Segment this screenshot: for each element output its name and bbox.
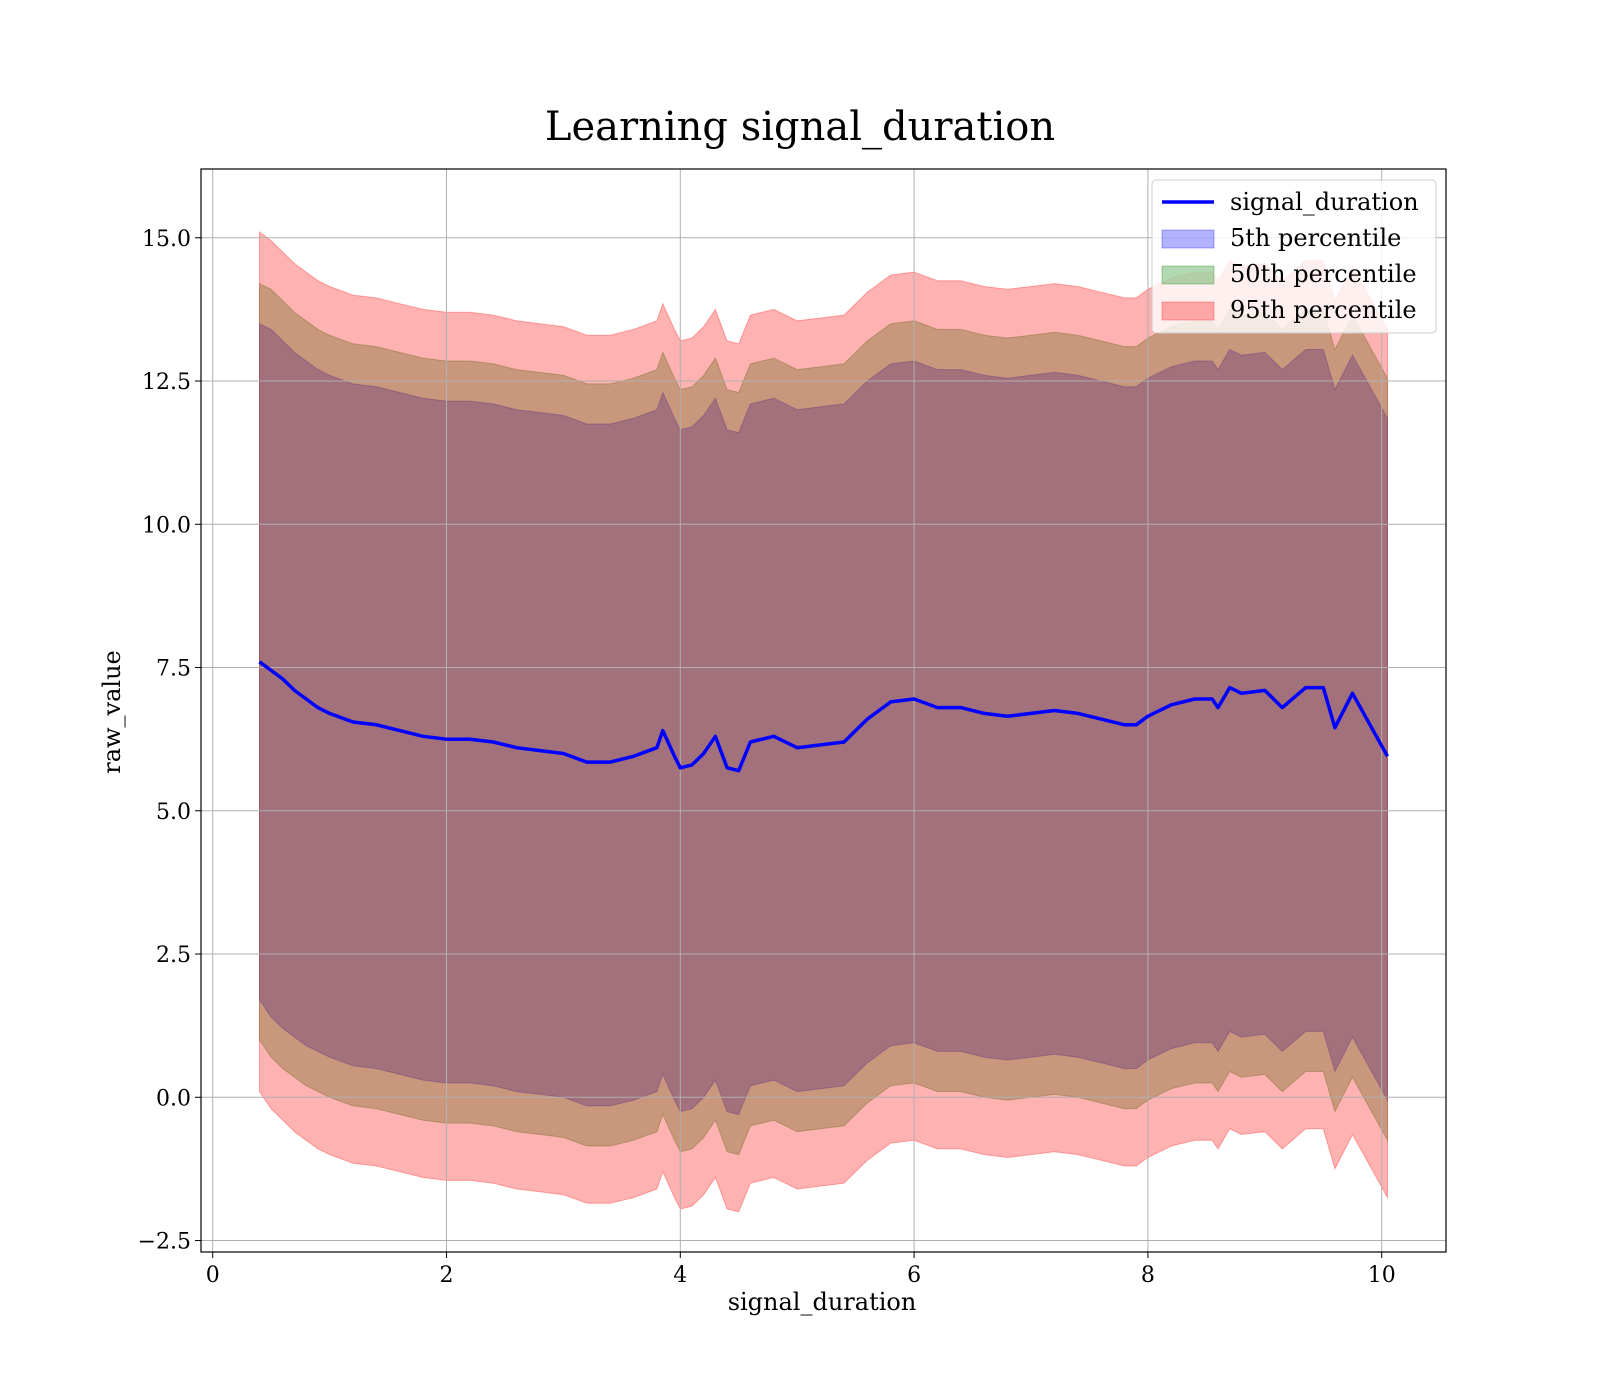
y-tick-label: 0.0 — [156, 1086, 191, 1111]
legend-label: 95th percentile — [1230, 296, 1417, 324]
y-tick-label: −2.5 — [138, 1230, 191, 1255]
x-tick-label: 10 — [1368, 1263, 1396, 1288]
legend-label: 5th percentile — [1230, 224, 1401, 252]
legend-swatch — [1161, 265, 1215, 285]
x-tick-label: 6 — [907, 1263, 921, 1288]
y-tick-label: 12.5 — [142, 370, 191, 395]
legend-box — [1151, 179, 1437, 334]
y-tick-label: 5.0 — [156, 800, 191, 825]
y-axis-ticks: −2.5 0.0 2.5 5.0 7.5 10.0 12.5 15.0 — [138, 227, 201, 1255]
legend-label: signal_duration — [1230, 188, 1419, 216]
x-axis-ticks: 0 2 4 6 8 10 — [206, 1252, 1396, 1288]
percentile-bands — [259, 231, 1388, 1213]
legend-label: 50th percentile — [1230, 260, 1417, 288]
legend-swatch — [1161, 301, 1215, 321]
x-tick-label: 2 — [439, 1263, 453, 1288]
x-axis-label: signal_duration — [728, 1288, 917, 1316]
x-tick-label: 4 — [673, 1263, 687, 1288]
y-tick-label: 15.0 — [142, 227, 191, 252]
series-lines — [258, 660, 1390, 773]
band-50th-percentile — [259, 282, 1388, 1156]
x-tick-label: 0 — [206, 1263, 220, 1288]
y-tick-label: 7.5 — [156, 657, 191, 682]
legend-swatch — [1161, 229, 1215, 249]
band-95th-percentile — [259, 231, 1388, 1213]
y-axis-label: raw_value — [98, 650, 126, 774]
y-tick-label: 10.0 — [142, 513, 191, 538]
legend: signal_duration 5th percentile 50th percen… — [1151, 179, 1437, 334]
line-signal_duration — [258, 660, 1390, 773]
y-tick-label: 2.5 — [156, 943, 191, 968]
chart-title: Learning signal_duration — [545, 104, 1055, 150]
grid-lines — [201, 169, 1446, 1252]
x-tick-label: 8 — [1141, 1263, 1155, 1288]
plot-area — [201, 169, 1446, 1252]
plot-frame — [200, 168, 1447, 1253]
